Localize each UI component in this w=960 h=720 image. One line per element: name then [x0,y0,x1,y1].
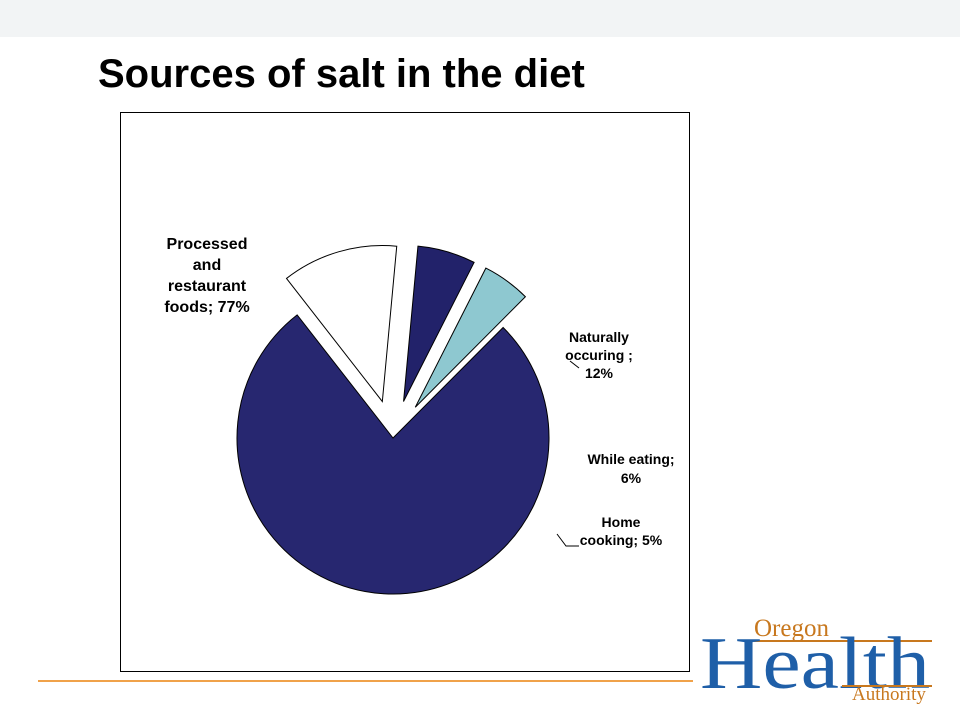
pie-slice-label-line: foods; 77% [164,299,249,316]
slide-title: Sources of salt in the diet [98,52,585,96]
pie-slice-4 [414,267,527,408]
logo-text-oregon: Oregon [754,615,829,642]
pie-slice-2 [285,245,398,403]
pie-slice-label-line: and [193,257,221,274]
pie-slice-label-line: restaurant [168,278,247,295]
pie-label-leader-4 [556,533,579,547]
logo-text-authority: Authority [852,684,926,704]
pie-slice-label-line: Naturally [569,329,629,345]
pie-slice-label-line: While eating; [587,451,674,467]
pie-slice-3 [403,245,475,402]
pie-slice-label-line: Processed [167,236,248,253]
pie-slice-label-line: 12% [585,365,614,381]
pie-chart-frame: Processed and restaurant foods; 77% Naturall… [120,112,690,672]
pie-chart: Processed and restaurant foods; 77% Naturall… [164,236,675,595]
footer-rule [38,680,693,682]
pie-slice-label-1: Processed and restaurant foods; 77% [164,236,249,316]
logo-text-health: Health [700,623,930,704]
oregon-health-authority-logo: Oregon Health Authority [700,612,935,704]
pie-slice-label-line: cooking; 5% [580,532,663,548]
pie-slice-label-2: Naturally occuring ; 12% [565,329,633,381]
pie-slice-label-4: Home cooking; 5% [580,514,663,548]
pie-slice-label-line: Home [602,514,641,530]
top-band [0,0,960,37]
pie-label-leader-2 [569,360,580,369]
pie-slice-label-3: While eating; 6% [587,451,674,486]
pie-slice-label-line: occuring ; [565,347,633,363]
pie-slice-label-line: 6% [621,470,642,486]
pie-slice-1 [236,314,550,595]
